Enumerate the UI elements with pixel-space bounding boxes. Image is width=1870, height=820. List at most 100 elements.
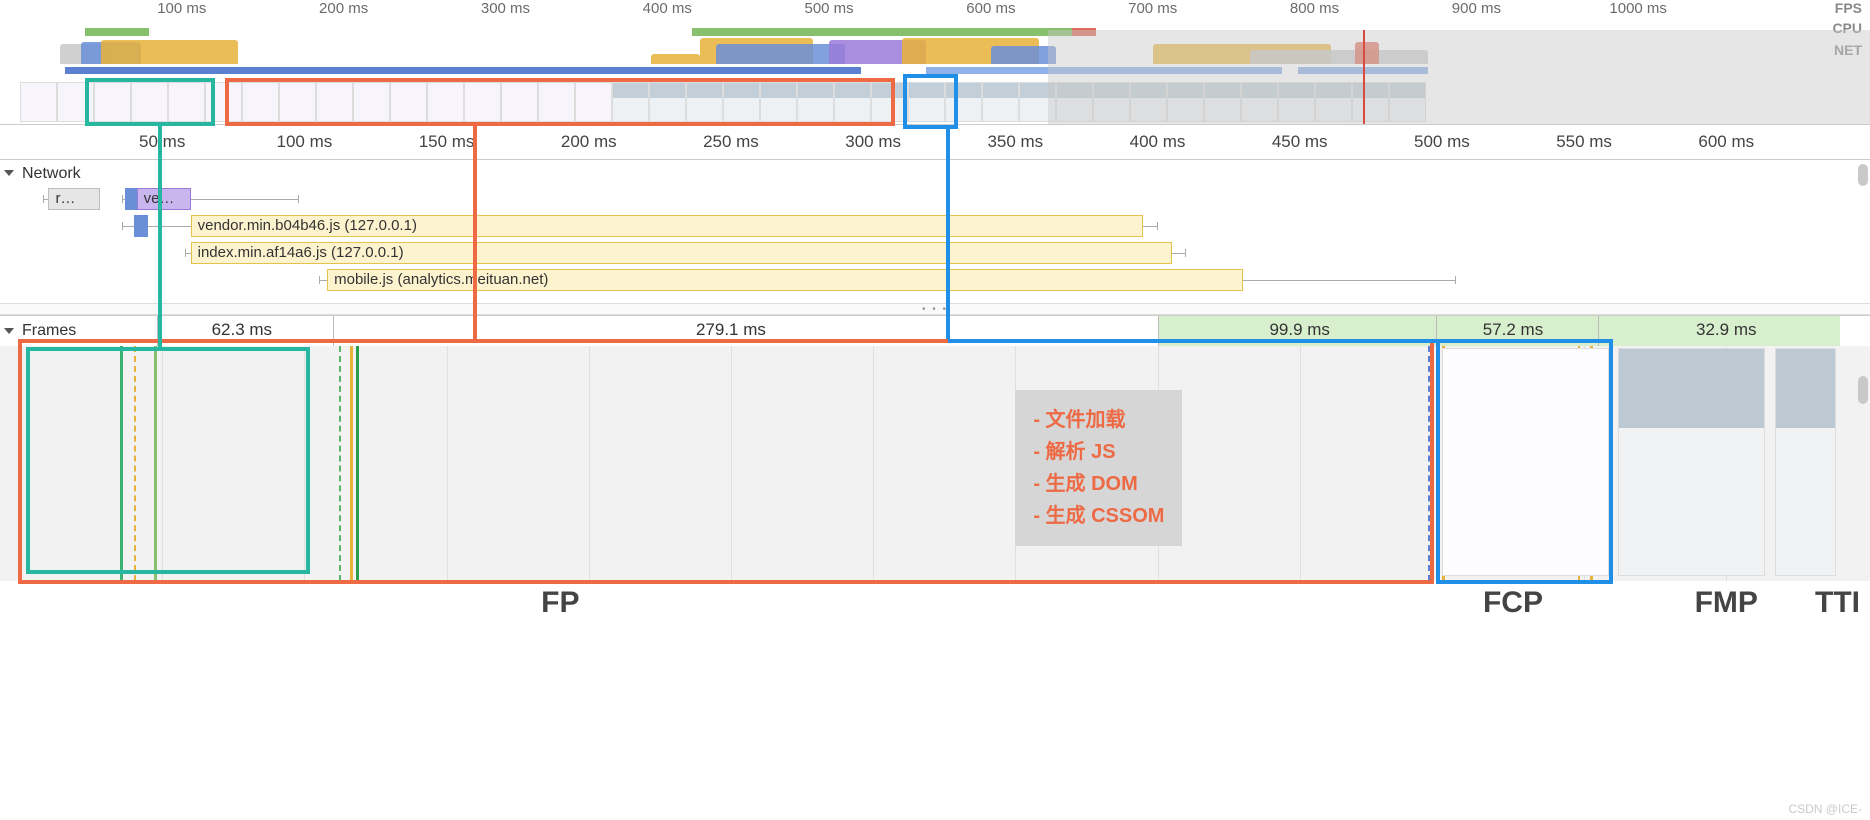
metric-label-tti: TTI <box>1815 586 1860 620</box>
overview-tick: 100 ms <box>157 0 206 17</box>
annotation-card-line: - 生成 DOM <box>1033 468 1164 500</box>
filmstrip-frame[interactable] <box>427 82 464 122</box>
overview-tick: 200 ms <box>319 0 368 17</box>
frame-duration-label: 279.1 ms <box>696 320 766 340</box>
frame-vmarker <box>350 346 353 581</box>
main-ruler-tick: 450 ms <box>1272 132 1328 152</box>
metric-label-fp: FP <box>541 586 579 620</box>
filmstrip-frame[interactable] <box>908 82 945 122</box>
overview-tick: 1000 ms <box>1609 0 1667 17</box>
frame-vmarker <box>120 346 123 581</box>
annotation-card-line: - 文件加载 <box>1033 404 1164 436</box>
overview-label-fps: FPS <box>1835 0 1862 16</box>
annotation-card-line: - 解析 JS <box>1033 436 1164 468</box>
network-request-row[interactable]: index.min.af14a6.js (127.0.0.1) <box>0 242 1870 264</box>
metric-labels-row: FP FCP FMP TTI <box>0 580 1870 630</box>
filmstrip-frame[interactable] <box>242 82 279 122</box>
disclosure-triangle-icon[interactable] <box>4 170 14 176</box>
filmstrip-frame[interactable] <box>57 82 94 122</box>
frames-body <box>0 346 1870 581</box>
overview-tick: 300 ms <box>481 0 530 17</box>
network-panel-title: Network <box>22 165 81 183</box>
frame-vmarker <box>356 346 359 581</box>
main-ruler-tick: 600 ms <box>1698 132 1754 152</box>
filmstrip-frame[interactable] <box>686 82 723 122</box>
overview-tick: 700 ms <box>1128 0 1177 17</box>
overview-tick: 400 ms <box>643 0 692 17</box>
filmstrip-frame[interactable] <box>168 82 205 122</box>
frame-duration-label: 32.9 ms <box>1696 320 1756 340</box>
annotation-connector-coral <box>473 126 477 339</box>
filmstrip-frame[interactable] <box>797 82 834 122</box>
frame-duration-label: 57.2 ms <box>1483 320 1543 340</box>
frame-vmarker <box>134 346 136 581</box>
filmstrip-frame[interactable] <box>131 82 168 122</box>
filmstrip-frame[interactable] <box>390 82 427 122</box>
overview-tick: 500 ms <box>804 0 853 17</box>
frames-panel[interactable]: Frames 62.3 ms279.1 ms99.9 ms57.2 ms32.9… <box>0 316 1870 581</box>
filmstrip-frame[interactable] <box>982 82 1019 122</box>
main-ruler-tick: 200 ms <box>561 132 617 152</box>
frame-vmarker <box>154 346 157 581</box>
resize-grip[interactable]: • • • <box>0 303 1870 315</box>
main-ruler-tick: 300 ms <box>845 132 901 152</box>
main-ruler-tick: 250 ms <box>703 132 759 152</box>
filmstrip-frame[interactable] <box>279 82 316 122</box>
watermark: CSDN @ICE- <box>1788 802 1862 816</box>
filmstrip-frame[interactable] <box>649 82 686 122</box>
filmstrip-frame[interactable] <box>353 82 390 122</box>
network-panel-header[interactable]: Network <box>0 160 1870 188</box>
filmstrip-frame[interactable] <box>945 82 982 122</box>
network-panel[interactable]: Network r…ve…vendor.min.b04b46.js (127.0… <box>0 160 1870 316</box>
frames-panel-header[interactable]: Frames 62.3 ms279.1 ms99.9 ms57.2 ms32.9… <box>0 316 1870 346</box>
overview-panel[interactable]: 100 ms200 ms300 ms400 ms500 ms600 ms700 … <box>0 0 1870 125</box>
filmstrip-frame[interactable] <box>871 82 908 122</box>
frame-duration-label: 99.9 ms <box>1269 320 1329 340</box>
network-request-bar[interactable]: index.min.af14a6.js (127.0.0.1) <box>191 242 1172 264</box>
filmstrip-frame[interactable] <box>834 82 871 122</box>
annotation-connector-blue-h <box>948 339 1440 343</box>
metric-label-fmp: FMP <box>1695 586 1758 620</box>
overview-tick: 800 ms <box>1290 0 1339 17</box>
filmstrip-frame[interactable] <box>612 82 649 122</box>
frame-thumbnail[interactable] <box>1775 348 1836 576</box>
main-ruler-tick: 100 ms <box>277 132 333 152</box>
frame-thumbnail[interactable] <box>1618 348 1765 576</box>
metric-label-fcp: FCP <box>1483 586 1543 620</box>
network-request-bar[interactable]: vendor.min.b04b46.js (127.0.0.1) <box>191 215 1144 237</box>
overview-ruler: 100 ms200 ms300 ms400 ms500 ms600 ms700 … <box>0 0 1870 30</box>
network-request-row[interactable]: vendor.min.b04b46.js (127.0.0.1) <box>0 215 1870 237</box>
main-ruler-tick: 550 ms <box>1556 132 1612 152</box>
annotation-connector-teal <box>158 126 162 347</box>
filmstrip-frame[interactable] <box>94 82 131 122</box>
filmstrip-frame[interactable] <box>538 82 575 122</box>
filmstrip-frame[interactable] <box>575 82 612 122</box>
main-ruler-tick: 350 ms <box>987 132 1043 152</box>
main-ruler-tick: 150 ms <box>419 132 475 152</box>
filmstrip-frame[interactable] <box>20 82 57 122</box>
main-ruler-tick: 50 ms <box>139 132 185 152</box>
frame-thumbnail[interactable] <box>1442 348 1609 576</box>
overview-selection-mask[interactable] <box>1048 30 1870 125</box>
network-rows: r…ve…vendor.min.b04b46.js (127.0.0.1)ind… <box>0 188 1870 303</box>
performance-timeline: 100 ms 200 ms 300 ms 400 ms 500 ms 600 ms 700 … <box>0 0 1870 581</box>
filmstrip-frame[interactable] <box>723 82 760 122</box>
disclosure-triangle-icon[interactable] <box>4 328 14 334</box>
scrollbar-stub[interactable] <box>1858 376 1868 404</box>
filmstrip-frame[interactable] <box>316 82 353 122</box>
filmstrip-frame[interactable] <box>464 82 501 122</box>
scrollbar-stub[interactable] <box>1858 164 1868 186</box>
network-request-row[interactable]: ve… <box>0 188 1870 210</box>
network-request-bar[interactable]: mobile.js (analytics.meituan.net) <box>327 269 1243 291</box>
frame-vmarker <box>1428 346 1430 581</box>
network-request-bar[interactable]: ve… <box>137 188 191 210</box>
network-request-row[interactable]: mobile.js (analytics.meituan.net) <box>0 269 1870 291</box>
annotation-card: - 文件加载- 解析 JS- 生成 DOM- 生成 CSSOM <box>1015 390 1182 546</box>
filmstrip-frame[interactable] <box>501 82 538 122</box>
frame-vmarker <box>339 346 341 581</box>
annotation-card-line: - 生成 CSSOM <box>1033 500 1164 532</box>
main-ruler: 50 ms 100 ms 150 ms 200 ms 250 ms 300 ms 350 m… <box>0 125 1870 160</box>
filmstrip-frame[interactable] <box>760 82 797 122</box>
filmstrip-frame[interactable] <box>205 82 242 122</box>
overview-tick: 900 ms <box>1452 0 1501 17</box>
